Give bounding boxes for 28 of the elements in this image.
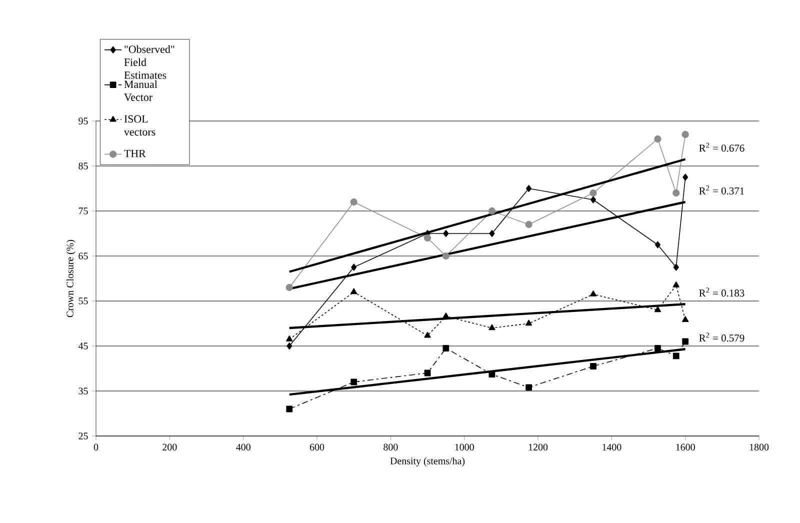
y-tick-label: 85 [78,162,88,170]
annotation: R$^{2}$ = 0.183 [699,288,744,297]
x-axis-title: Density (stems/ha) [390,457,465,466]
legend-label: Manual Vector [124,80,158,102]
y-tick-label: 25 [78,432,88,440]
x-tick-label: 1400 [602,444,622,450]
legend-label: THR [124,150,146,158]
x-tick-label: 400 [236,444,250,450]
annotation: R$^{2}$ = 0.371 [699,186,744,194]
legend-label: ISOL vectors [124,115,156,136]
legend-label: "Observed" Field Estimates [124,45,174,79]
y-tick-label: 55 [78,298,88,304]
x-tick-label: 600 [310,444,324,450]
x-tick-label: 1000 [455,444,474,450]
y-tick-label: 95 [78,118,88,124]
x-tick-label: 200 [162,444,177,450]
x-tick-label: 1800 [750,444,769,450]
x-tick-label: 1200 [528,444,548,450]
y-tick-label: 75 [78,208,88,214]
y-tick-label: 45 [78,342,88,350]
annotation: R$^{2}$ = 0.676 [699,142,744,152]
x-tick-label: 0 [94,444,98,450]
x-tick-label: 800 [384,444,398,450]
y-axis-title: Crown Closure (%) [66,240,76,318]
x-tick-label: 1600 [676,444,695,450]
y-tick-label: 35 [78,388,88,394]
annotation: R$^{2}$ = 0.579 [699,332,744,342]
y-tick-label: 65 [78,252,88,260]
